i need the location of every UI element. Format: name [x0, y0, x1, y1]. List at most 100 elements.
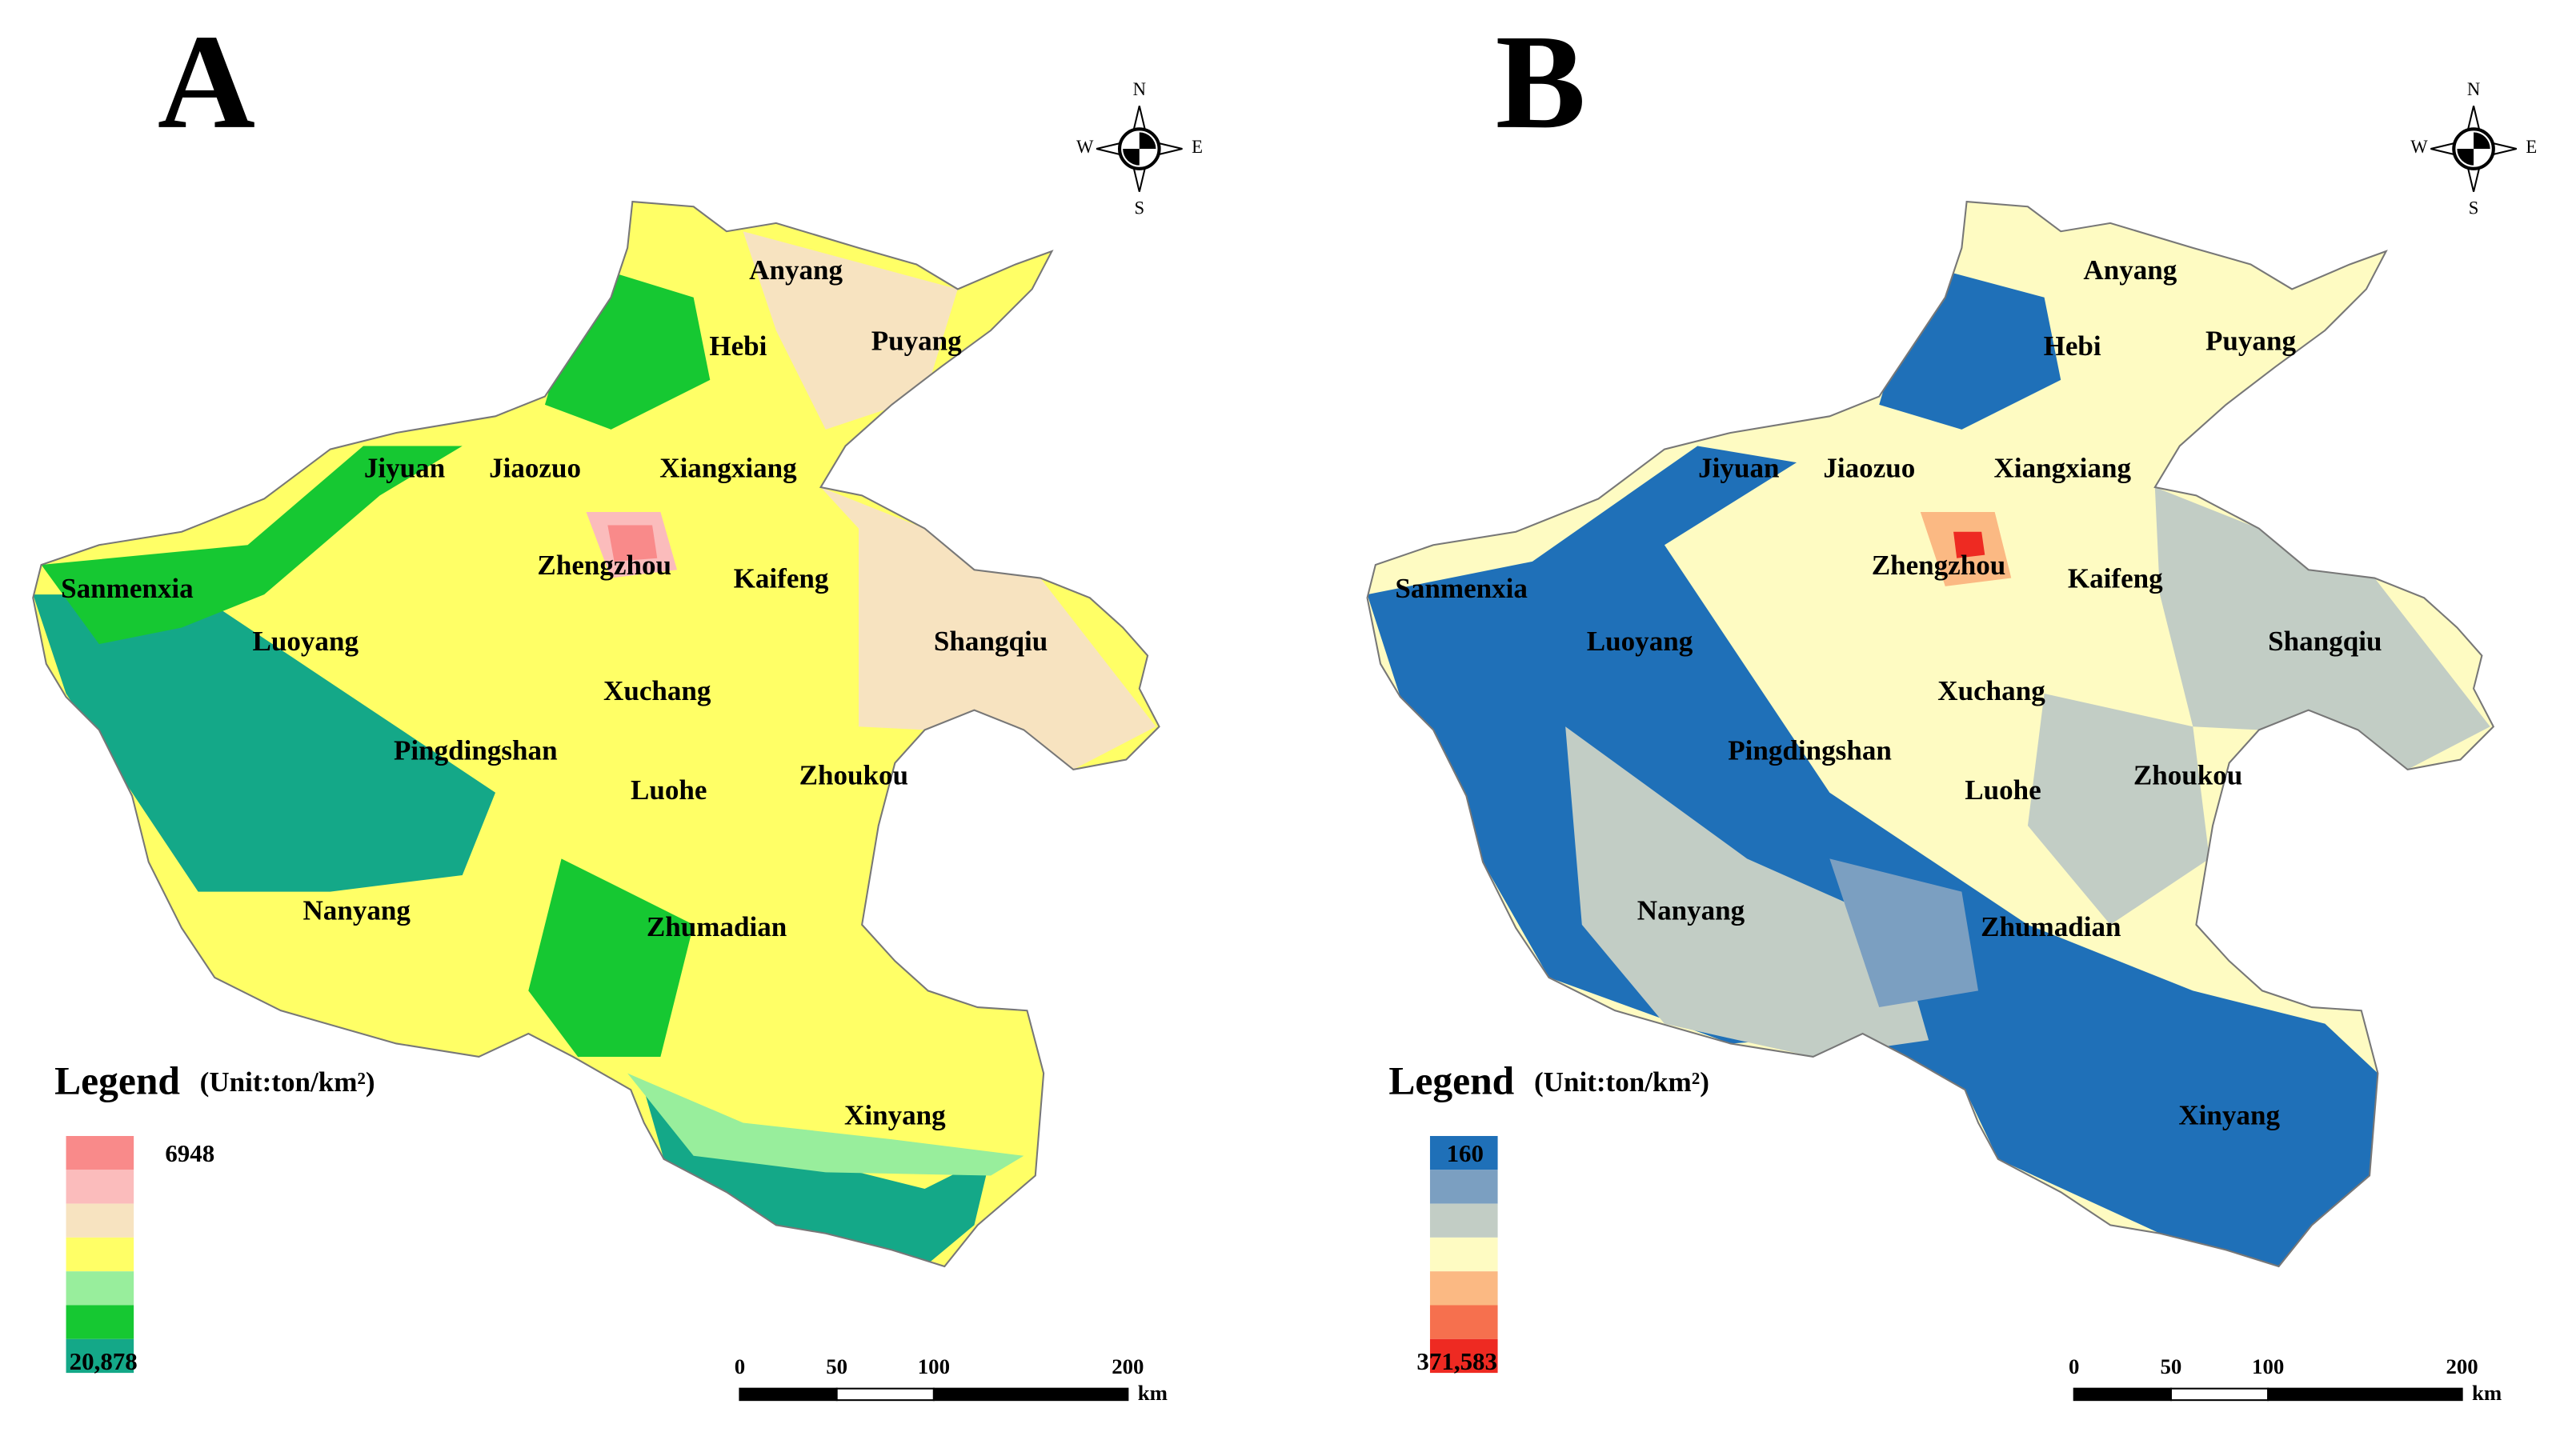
scale-tick-label: 0 [2069, 1354, 2079, 1378]
city-label: Luohe [631, 774, 707, 806]
scale-unit: km [2472, 1381, 2502, 1405]
legend-bottom-label: 371,583 [1416, 1347, 1497, 1375]
legend-swatch [1429, 1237, 1498, 1272]
city-label: Luoyang [252, 626, 359, 657]
legend-swatch [66, 1271, 134, 1306]
legend-swatch [1429, 1203, 1498, 1238]
city-label: Kaifeng [734, 563, 829, 594]
region [1565, 726, 1929, 1057]
compass-quarters [1123, 132, 1156, 166]
legend-swatch [66, 1135, 134, 1170]
city-label: Xuchang [1937, 675, 2045, 706]
legend-swatch [66, 1203, 134, 1238]
legend-top-label: 6948 [165, 1139, 214, 1167]
city-label: Puyang [871, 326, 962, 357]
compass-s: S [2469, 198, 2479, 218]
city-label: Zhumadian [647, 911, 787, 942]
city-label: Pingdingshan [394, 734, 558, 766]
scale-tick-label: 50 [826, 1354, 847, 1378]
scale-tick-label: 0 [735, 1354, 745, 1378]
scale-segment [835, 1387, 935, 1402]
city-label: Zhengzhou [537, 550, 671, 581]
region [1953, 531, 1985, 558]
legend-bottom-label: 20,878 [70, 1347, 138, 1375]
scale-tick-label: 100 [918, 1354, 950, 1378]
regions [1367, 264, 2490, 1267]
region [743, 231, 958, 430]
legend-swatch [1429, 1170, 1498, 1204]
region [528, 858, 694, 1057]
scale-tick-label: 100 [2252, 1354, 2284, 1378]
legend-swatch [1429, 1338, 1498, 1374]
legend-title: Legend [54, 1058, 180, 1102]
compass-w: W [1076, 137, 1094, 157]
city-label: Nanyang [302, 894, 411, 926]
legend-unit: (Unit:ton/km²) [200, 1066, 375, 1098]
city-label: Anyang [2083, 254, 2177, 286]
legend-swatch [66, 1170, 134, 1204]
city-label: Zhoukou [799, 759, 908, 790]
city-label: Zhengzhou [1872, 550, 2006, 581]
city-label: Pingdingshan [1728, 734, 1892, 766]
legend-swatch [66, 1237, 134, 1272]
region [607, 525, 658, 562]
city-label: Hebi [709, 330, 767, 362]
scale-tick-label: 50 [2161, 1354, 2182, 1378]
city-label: Jiaozuo [1823, 452, 1915, 483]
region [33, 594, 496, 892]
city-label: Luohe [1965, 774, 2041, 806]
province-outline [1366, 200, 2495, 1268]
city-label: Hebi [2044, 330, 2101, 362]
city-label: Zhoukou [2133, 759, 2242, 790]
legend-swatch [1429, 1271, 1498, 1306]
city-label: Xiangxiang [1994, 452, 2132, 483]
panel-label: A [158, 6, 255, 157]
scale-segment [2073, 1387, 2172, 1402]
city-label: Shangqiu [934, 626, 1048, 657]
city-label: Jiyuan [364, 452, 445, 483]
compass-e: E [2526, 137, 2537, 157]
scale-segment [2267, 1387, 2463, 1402]
city-label: Xinyang [2178, 1099, 2280, 1130]
legend-top-label: 160 [1447, 1139, 1484, 1167]
city-label: Jiaozuo [489, 452, 581, 483]
regions [33, 231, 1156, 1267]
city-label: Shangqiu [2268, 626, 2382, 657]
city-label: Anyang [749, 254, 843, 286]
compass-e: E [1192, 137, 1203, 157]
legend-swatch [1429, 1305, 1498, 1339]
city-label: Xuchang [603, 675, 711, 706]
compass-quarters [2457, 132, 2490, 166]
city-label: Kaifeng [2068, 563, 2163, 594]
compass-n: N [2467, 79, 2480, 99]
legend-swatch [1429, 1135, 1498, 1170]
scale-segment [2169, 1387, 2270, 1402]
legend-swatch [66, 1338, 134, 1374]
panel-label: B [1496, 6, 1586, 157]
legend-title: Legend [1388, 1058, 1514, 1102]
map-panel: A Anyang Hebi Puyang Jiyuan Jiaozuo Xiangxiang… [32, 6, 1203, 1405]
compass-n: N [1133, 79, 1146, 99]
city-label: Zhumadian [1981, 911, 2121, 942]
region [2027, 693, 2209, 925]
city-label: Sanmenxia [1395, 573, 1528, 604]
scale-tick-label: 200 [2446, 1354, 2478, 1378]
region [820, 487, 1156, 770]
region [627, 1073, 1024, 1176]
legend-swatch [66, 1305, 134, 1339]
city-label: Nanyang [1637, 894, 1745, 926]
city-label: Jiyuan [1698, 452, 1779, 483]
compass-s: S [1134, 198, 1144, 218]
scale-unit: km [1138, 1381, 1168, 1405]
city-label: Puyang [2205, 326, 2296, 357]
compass-w: W [2410, 137, 2428, 157]
legend-unit: (Unit:ton/km²) [1534, 1066, 1709, 1098]
scale-tick-label: 200 [1112, 1354, 1144, 1378]
city-label: Xinyang [844, 1099, 946, 1130]
region [2154, 487, 2490, 770]
city-label: Sanmenxia [61, 573, 194, 604]
city-label: Luoyang [1587, 626, 1693, 657]
scale-segment [739, 1387, 838, 1402]
region [41, 446, 463, 645]
